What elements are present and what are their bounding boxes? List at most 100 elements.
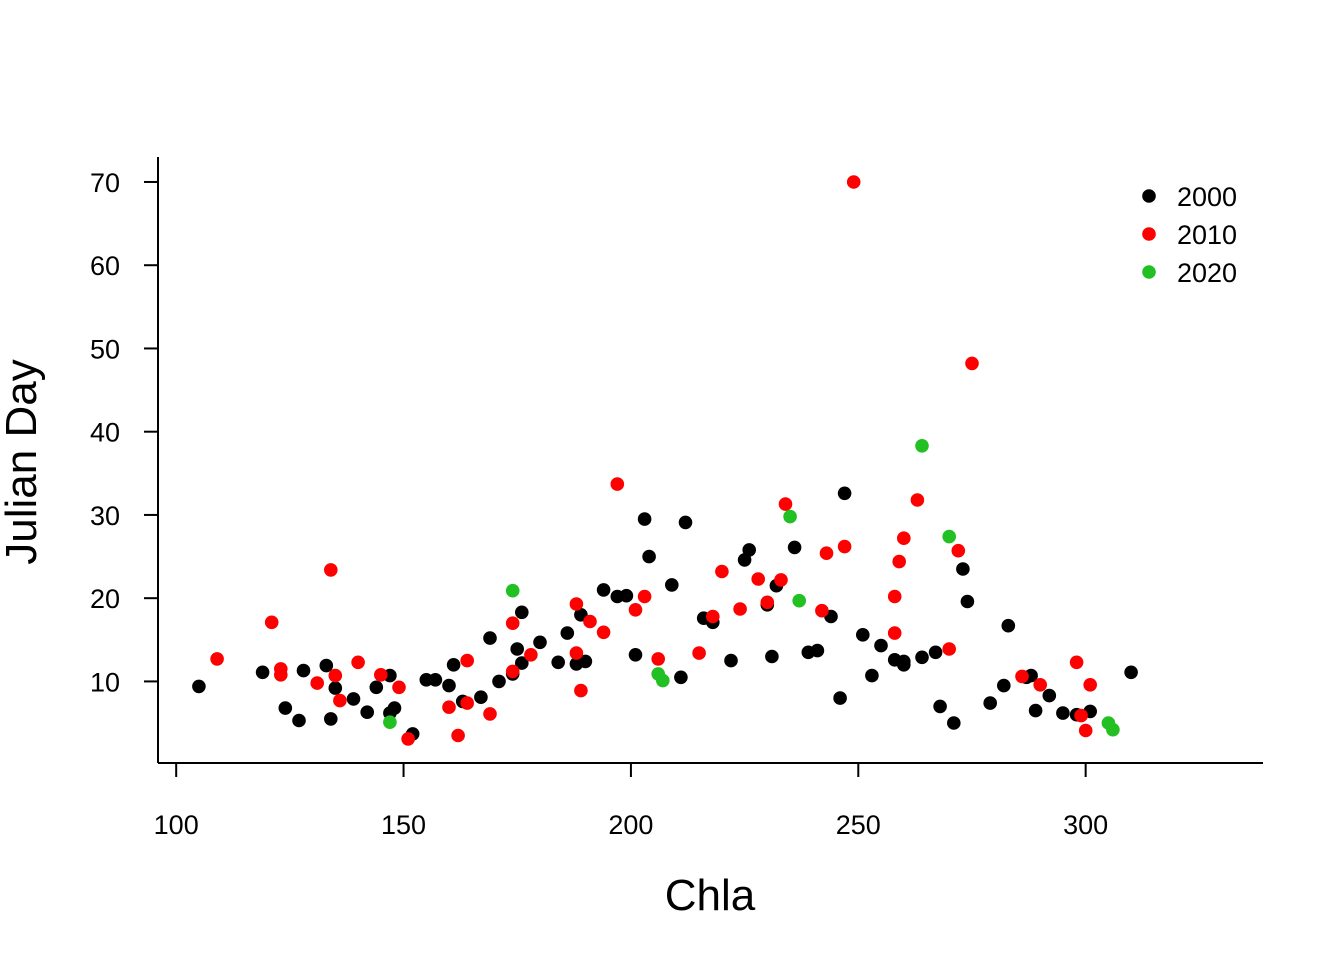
- data-point-2010: [483, 707, 497, 721]
- x-axis-ticks: 100 150 200 250 300: [154, 763, 1108, 840]
- data-point-2010: [569, 597, 584, 611]
- data-point-2000: [328, 681, 343, 695]
- data-point-2010: [569, 646, 584, 660]
- data-point-2010: [692, 646, 706, 660]
- x-tick-label: 100: [154, 810, 199, 840]
- data-point-2000: [533, 635, 547, 650]
- legend-marker-2010: [1142, 227, 1156, 241]
- data-point-2010: [324, 563, 338, 577]
- data-point-2010: [1074, 708, 1088, 723]
- data-point-2020: [383, 715, 397, 729]
- data-point-2000: [483, 631, 497, 645]
- data-point-2010: [574, 683, 588, 698]
- data-point-2010: [328, 668, 343, 683]
- data-point-2010: [505, 616, 520, 630]
- data-point-2000: [369, 680, 384, 695]
- data-point-2000: [765, 649, 779, 664]
- data-points: [192, 175, 1138, 746]
- data-point-2000: [897, 658, 911, 672]
- data-point-2000: [292, 713, 306, 728]
- data-point-2010: [392, 680, 406, 695]
- data-point-2000: [933, 699, 947, 714]
- data-point-2000: [928, 645, 943, 660]
- data-point-2010: [892, 554, 906, 569]
- data-point-2010: [210, 652, 224, 666]
- data-point-2020: [505, 583, 520, 598]
- data-point-2020: [915, 439, 929, 453]
- data-point-2000: [833, 691, 847, 705]
- data-point-2000: [837, 486, 852, 501]
- data-point-2020: [656, 673, 670, 688]
- data-point-2010: [706, 609, 720, 624]
- data-point-2000: [319, 658, 334, 673]
- data-point-2000: [1001, 618, 1016, 633]
- legend-label-2020: 2020: [1177, 258, 1237, 288]
- data-point-2010: [733, 602, 747, 616]
- data-point-2010: [951, 543, 966, 558]
- data-point-2010: [1033, 678, 1047, 692]
- data-point-2000: [619, 588, 634, 603]
- data-point-2010: [628, 603, 643, 617]
- y-tick-label: 30: [90, 501, 120, 531]
- data-point-2020: [783, 509, 797, 524]
- data-point-2010: [1015, 669, 1029, 684]
- data-point-2000: [324, 712, 338, 726]
- y-tick-label: 20: [90, 584, 120, 614]
- data-point-2010: [815, 603, 829, 618]
- data-point-2000: [360, 705, 375, 719]
- data-point-2000: [642, 549, 656, 564]
- data-point-2020: [792, 593, 806, 608]
- x-tick-label: 200: [608, 810, 653, 840]
- data-point-2000: [915, 650, 929, 665]
- data-point-2010: [460, 653, 475, 668]
- legend: 2000 2010 2020: [1142, 182, 1237, 288]
- y-tick-label: 40: [90, 418, 120, 448]
- data-point-2000: [665, 578, 679, 592]
- data-point-2010: [596, 625, 611, 640]
- data-point-2010: [846, 175, 861, 189]
- data-point-2010: [1083, 678, 1097, 692]
- data-point-2010: [819, 546, 834, 560]
- data-point-2010: [887, 589, 902, 604]
- data-point-2010: [374, 668, 388, 682]
- data-point-2000: [596, 583, 611, 597]
- data-point-2010: [751, 572, 765, 586]
- data-point-2000: [296, 663, 311, 678]
- data-point-2010: [1078, 723, 1093, 738]
- data-point-2000: [255, 665, 270, 680]
- data-point-2000: [510, 642, 524, 656]
- data-point-2010: [897, 531, 911, 545]
- data-point-2010: [774, 573, 788, 587]
- data-point-2010: [715, 564, 729, 579]
- data-point-2010: [264, 615, 279, 630]
- data-point-2010: [401, 732, 415, 746]
- legend-label-2010: 2010: [1177, 220, 1237, 250]
- y-tick-label: 10: [90, 667, 120, 697]
- y-tick-label: 50: [90, 334, 120, 364]
- data-point-2020: [942, 529, 956, 544]
- data-point-2000: [787, 540, 802, 555]
- data-point-2010: [310, 676, 325, 690]
- data-point-2000: [628, 648, 643, 662]
- data-point-2000: [1042, 688, 1057, 703]
- data-point-2010: [1069, 655, 1084, 670]
- data-point-2000: [856, 628, 870, 642]
- data-point-2010: [651, 652, 665, 666]
- data-point-2000: [1056, 706, 1070, 720]
- data-point-2000: [742, 543, 756, 557]
- legend-marker-2000: [1142, 189, 1156, 203]
- data-point-2000: [515, 605, 529, 620]
- data-point-2010: [524, 648, 538, 662]
- data-point-2000: [551, 655, 565, 670]
- data-point-2010: [583, 614, 597, 629]
- data-point-2010: [887, 626, 902, 640]
- plot-area: [157, 157, 1263, 764]
- data-point-2000: [874, 638, 888, 653]
- x-tick-label: 250: [836, 810, 881, 840]
- y-axis-ticks: 10 20 30 40 50 60 70: [90, 168, 158, 697]
- data-point-2000: [678, 515, 693, 530]
- data-point-2010: [505, 664, 520, 679]
- data-point-2000: [492, 674, 506, 689]
- data-point-2000: [810, 643, 825, 658]
